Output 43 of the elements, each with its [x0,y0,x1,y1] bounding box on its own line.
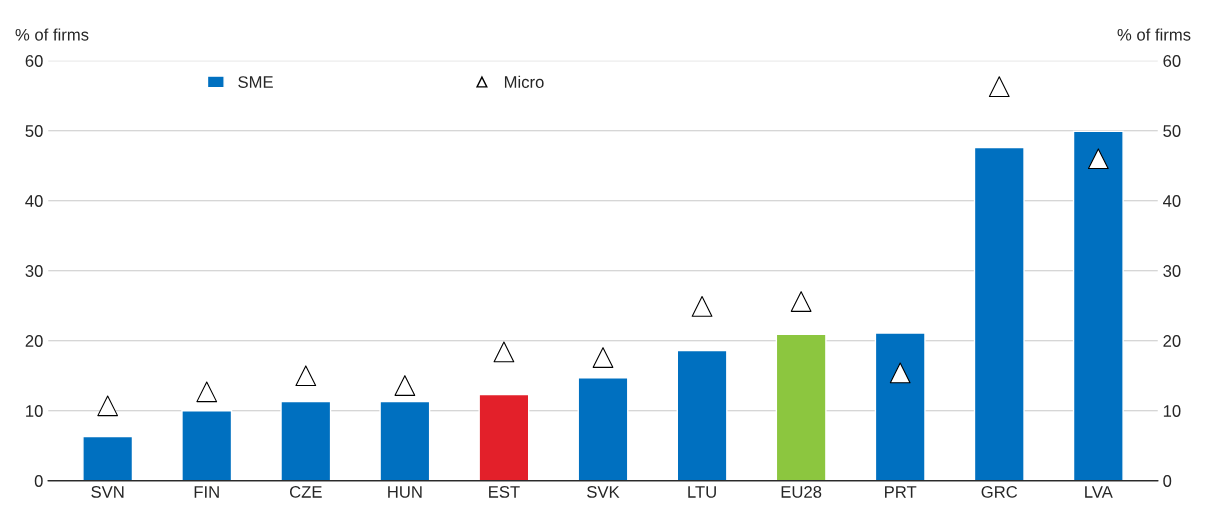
x-tick-label: SVN [91,486,124,498]
y-tick-label: 0 [34,475,43,487]
y-axis-title: % of firms [15,28,89,41]
x-tick-label: PRT [885,486,917,498]
x-tick-label: EST [489,486,520,498]
legend-label: SME [238,76,273,88]
bar [478,393,530,481]
bar [82,435,134,481]
x-tick-label: FIN [194,486,219,498]
bar [775,333,827,481]
y2-tick-label: 20 [1163,335,1181,347]
y-tick-label: 20 [25,335,43,347]
y2-tick-label: 50 [1163,125,1181,137]
y-tick-label: 50 [25,125,43,137]
bar [1072,130,1124,481]
x-tick-label: SVK [587,486,620,498]
x-tick-label: CZE [289,486,322,498]
bar [379,400,431,481]
y2-tick-label: 0 [1163,475,1172,487]
y-tick-label: 30 [25,265,43,277]
x-tick-label: HUN [388,486,422,498]
x-tick-label: GRC [981,486,1018,498]
y2-tick-label: 10 [1163,405,1181,417]
y2-tick-label: 40 [1163,195,1181,207]
point [97,395,119,417]
y2-axis-title: % of firms [1117,28,1191,41]
bar [973,146,1025,481]
bar [874,332,926,481]
point [889,362,911,384]
y2-tick-label: 30 [1163,265,1181,277]
bar [181,410,233,481]
y-tick-label: 60 [25,55,43,67]
x-tick-label: LTU [688,486,716,498]
bar [280,400,332,481]
legend-label: Micro [504,75,544,88]
y-tick-label: 40 [25,195,43,207]
x-tick-label: EU28 [781,486,822,498]
x-tick-label: LVA [1085,486,1113,498]
bar [577,377,629,481]
point [1087,148,1109,170]
bar [676,349,728,481]
y2-tick-label: 60 [1163,55,1181,67]
y-tick-label: 10 [26,405,43,417]
